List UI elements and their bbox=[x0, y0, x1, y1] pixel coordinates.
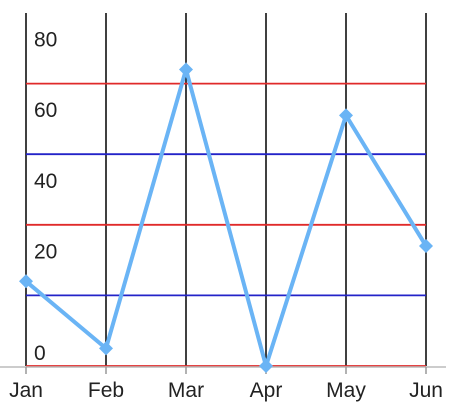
series-line bbox=[24, 62, 428, 374]
x-tick-label-jun: Jun bbox=[409, 379, 443, 402]
x-tick-label-mar: Mar bbox=[168, 379, 204, 402]
data-point-jan bbox=[19, 274, 33, 289]
x-tick-label-jan: Jan bbox=[9, 379, 43, 402]
x-tick-label-apr: Apr bbox=[250, 379, 283, 402]
series-line-group bbox=[19, 62, 433, 374]
data-point-mar bbox=[179, 62, 193, 77]
y-tick-label-60: 60 bbox=[34, 99, 57, 122]
series-layer bbox=[19, 62, 433, 374]
data-point-may bbox=[339, 108, 353, 123]
y-tick-label-40: 40 bbox=[34, 170, 57, 193]
y-tick-label-0: 0 bbox=[34, 342, 46, 365]
x-tick-label-feb: Feb bbox=[88, 379, 124, 402]
x-axis-tick-labels: Jan Feb Mar Apr May Jun bbox=[9, 379, 443, 402]
data-point-apr bbox=[259, 359, 273, 373]
grid-layer bbox=[25, 13, 427, 367]
y-tick-label-20: 20 bbox=[34, 240, 57, 263]
y-tick-label-80: 80 bbox=[34, 29, 57, 52]
x-axis bbox=[0, 366, 446, 374]
data-point-jun bbox=[419, 238, 433, 253]
x-tick-label-may: May bbox=[326, 379, 366, 402]
data-point-feb bbox=[99, 341, 113, 356]
y-axis-tick-labels: 020406080100 bbox=[34, 29, 57, 365]
